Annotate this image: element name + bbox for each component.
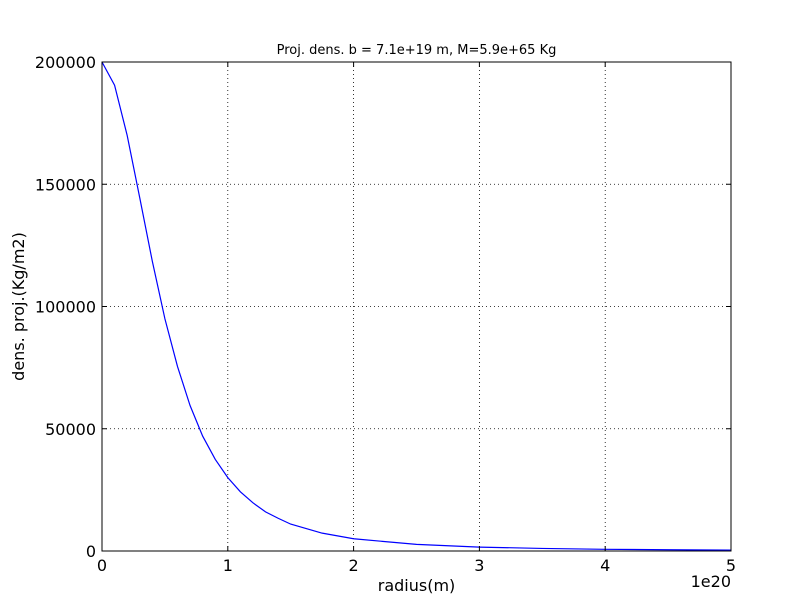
y-tick-label: 200000: [35, 53, 96, 72]
x-tick-label: 4: [600, 556, 610, 575]
y-tick-label: 150000: [35, 175, 96, 194]
y-axis-label: dens. proj.(Kg/m2): [9, 232, 28, 381]
y-tick-label: 100000: [35, 298, 96, 317]
chart-title: Proj. dens. b = 7.1e+19 m, M=5.9e+65 Kg: [277, 43, 557, 58]
x-axis-label: radius(m): [378, 576, 456, 595]
axis-ticks: 0 1 2 3 4 5 0 50000 100000 150000 200000: [35, 53, 736, 575]
grid: [102, 62, 731, 551]
x-tick-label: 2: [349, 556, 359, 575]
x-tick-label: 3: [474, 556, 484, 575]
x-axis-offset-label: 1e20: [691, 572, 731, 591]
x-tick-label: 5: [726, 556, 736, 575]
y-tick-label: 0: [86, 542, 96, 561]
plot-frame: [101, 61, 732, 552]
x-tick-label: 0: [97, 556, 107, 575]
density-curve: [101, 61, 732, 551]
y-tick-label: 50000: [45, 420, 96, 439]
x-tick-label: 1: [223, 556, 233, 575]
